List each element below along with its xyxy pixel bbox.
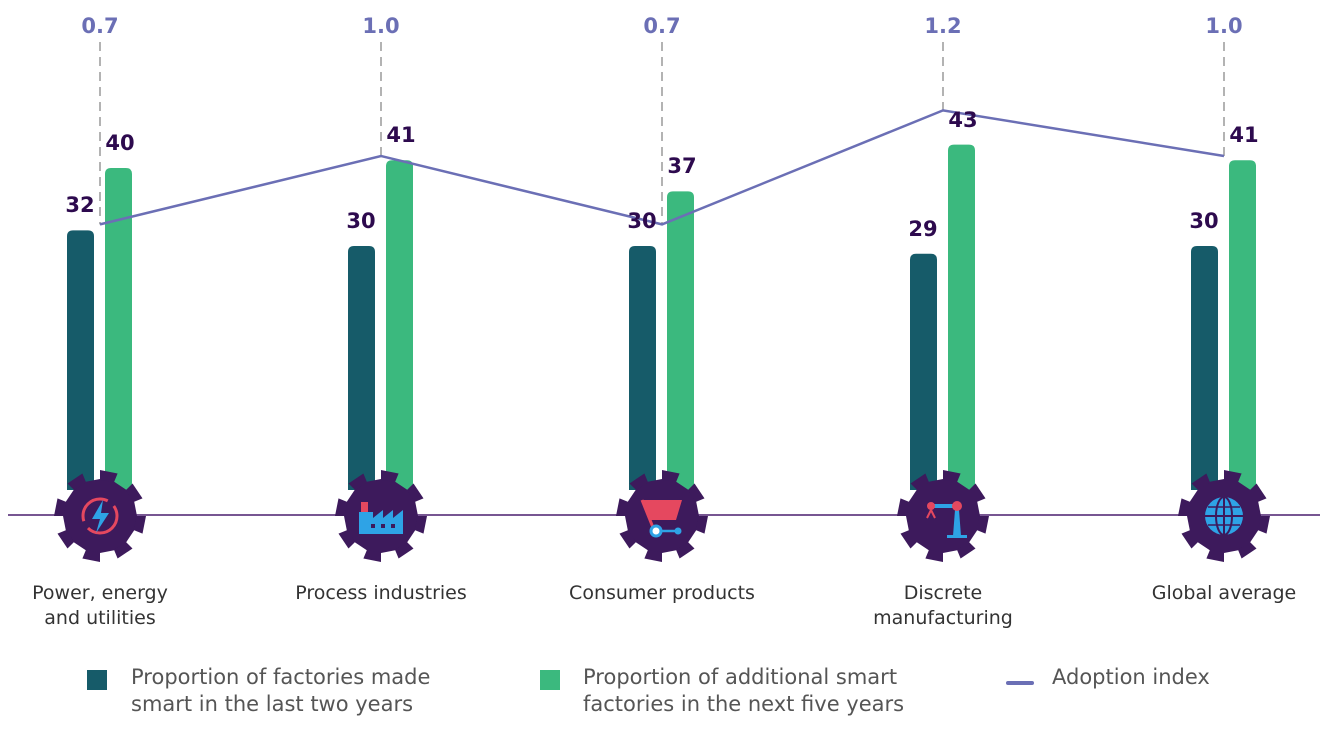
globe-icon [1178,470,1270,562]
adoption-index-label: 0.7 [81,14,119,38]
shopping-cart-icon [616,470,708,562]
bar-recent [348,246,375,490]
value-label-recent: 29 [908,216,938,241]
bar-recent [629,246,656,490]
value-label-next: 43 [948,107,978,132]
value-label-recent: 30 [1189,209,1219,233]
bar-recent [67,230,94,490]
robotic-arm-icon [897,470,989,562]
value-label-recent: 32 [65,193,95,218]
adoption-index-label: 1.2 [924,14,962,38]
category-label: Power, energy and utilities [32,582,168,629]
legend-label-next: Proportion of additional smart factories… [583,665,905,716]
value-label-recent: 30 [346,209,376,233]
legend-label-index: Adoption index [1052,665,1210,689]
value-label-next: 40 [105,131,135,155]
adoption-index-label: 0.7 [643,14,681,38]
legend-swatch-recent [87,670,107,690]
value-label-next: 37 [667,154,697,179]
bar-recent [910,253,937,490]
power-energy-icon [54,470,146,562]
bar-next [1229,160,1256,490]
value-label-next: 41 [386,123,416,148]
category-label: Discrete manufacturing [873,582,1013,629]
value-label-recent: 30 [627,209,657,233]
bar-next [667,191,694,490]
category-label: Process industries [295,582,467,604]
bar-recent [1191,246,1218,490]
adoption-index-label: 1.0 [1205,14,1243,38]
adoption-index-line [99,109,1225,226]
category-label: Consumer products [569,582,755,604]
legend-swatch-next [540,670,560,690]
value-label-next: 41 [1229,123,1259,148]
bar-next [948,144,975,490]
factory-icon [335,470,427,562]
bar-next [105,168,132,490]
legend-line-index [1006,681,1034,685]
legend-label-recent: Proportion of factories made smart in th… [131,665,431,716]
category-label: Global average [1151,582,1297,604]
bar-next [386,160,413,490]
adoption-index-label: 1.0 [362,14,400,38]
